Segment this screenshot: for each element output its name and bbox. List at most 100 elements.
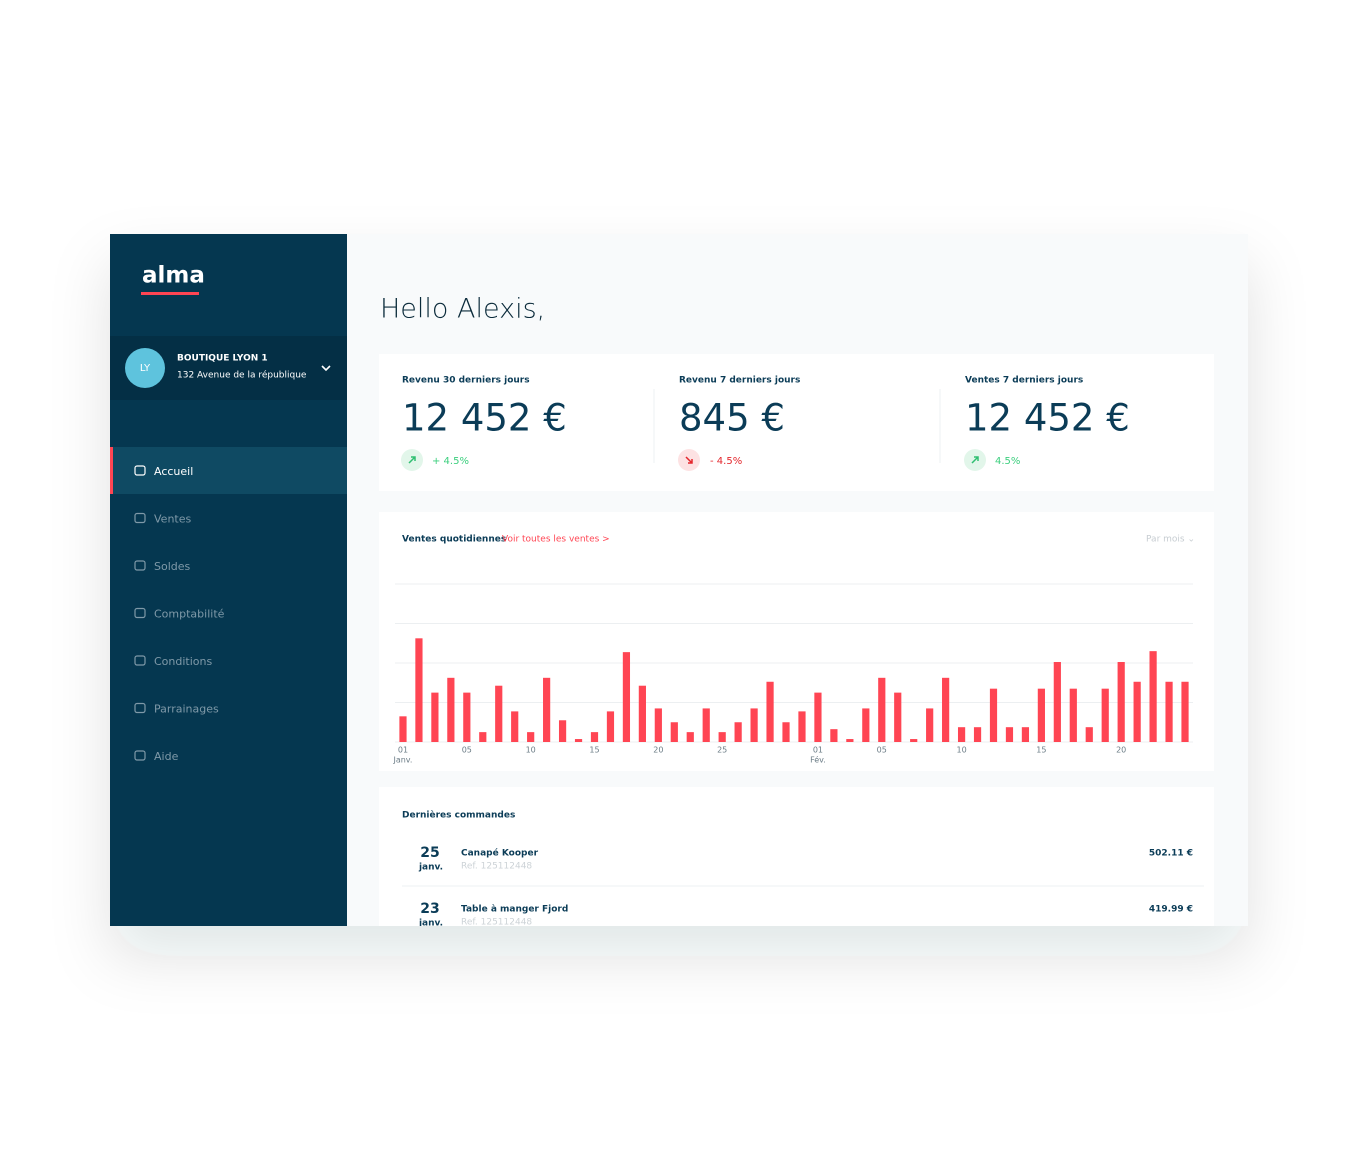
- bar: [1005, 727, 1014, 742]
- avatar: [125, 348, 165, 388]
- nav-icon: [134, 607, 146, 619]
- order-ref: Ref. 125112448: [461, 862, 532, 872]
- bar: [878, 677, 886, 742]
- stat-label: Revenu 7 derniers jours: [679, 376, 800, 386]
- order-amount: 502.11 €: [1149, 849, 1193, 859]
- bar: [543, 677, 551, 742]
- trend-arrow: [408, 456, 416, 464]
- order-amount: 419.99 €: [1149, 905, 1193, 915]
- bar: [798, 711, 806, 742]
- bar: [750, 708, 758, 742]
- bar: [622, 652, 631, 742]
- nav-item[interactable]: Accueil: [154, 465, 193, 478]
- bar: [1181, 681, 1189, 742]
- trend-value: + 4.5%: [432, 456, 469, 467]
- bar: [1037, 688, 1045, 742]
- x-tick-label: 05: [877, 746, 887, 755]
- bar: [814, 692, 822, 742]
- bar: [1101, 688, 1109, 742]
- x-tick-label: 01: [813, 746, 823, 755]
- bar: [1165, 681, 1173, 742]
- bar: [734, 722, 742, 742]
- nav-active-bg: [110, 447, 347, 494]
- trend-value: - 4.5%: [710, 456, 742, 467]
- nav-item[interactable]: Conditions: [154, 655, 212, 668]
- bar: [702, 708, 710, 742]
- bar: [989, 688, 998, 742]
- bar: [574, 739, 583, 742]
- trend-arrow: [685, 456, 693, 464]
- bar: [558, 720, 567, 742]
- x-tick-label: 15: [1036, 746, 1046, 755]
- x-month-label: Janv.: [392, 756, 412, 765]
- bar: [527, 732, 535, 742]
- bar: [1069, 688, 1077, 742]
- orders-title: Dernières commandes: [402, 810, 515, 821]
- nav-icon: [134, 702, 146, 714]
- logo: alma: [142, 263, 205, 289]
- order-ref: Ref. 125112448: [461, 918, 532, 928]
- nav-item[interactable]: Comptabilité: [154, 608, 225, 621]
- order-month: janv.: [418, 919, 443, 929]
- bar: [957, 727, 966, 742]
- x-tick-label: 10: [526, 746, 536, 755]
- x-tick-label: 15: [589, 746, 599, 755]
- store-name: BOUTIQUE LYON 1: [177, 354, 268, 364]
- order-product[interactable]: Canapé Kooper: [461, 848, 539, 859]
- nav-icon: [134, 512, 146, 524]
- bar: [1133, 681, 1141, 742]
- bar: [670, 722, 678, 742]
- x-tick-label: 05: [462, 746, 472, 755]
- nav-item[interactable]: Ventes: [154, 513, 191, 526]
- stats-card: [379, 354, 1214, 491]
- stat-label: Ventes 7 derniers jours: [965, 376, 1083, 386]
- bar: [686, 732, 694, 742]
- bar: [782, 722, 790, 742]
- nav-item[interactable]: Parrainages: [154, 703, 219, 716]
- bar: [766, 681, 774, 742]
- x-tick-label: 20: [653, 746, 663, 755]
- bar: [1021, 727, 1030, 742]
- bar: [1053, 662, 1061, 742]
- x-tick-label: 25: [717, 746, 727, 755]
- logo-underline: [141, 292, 199, 295]
- bar: [495, 685, 503, 742]
- x-tick-label: 01: [398, 746, 408, 755]
- avatar-initials: LY: [140, 363, 151, 374]
- bar: [399, 716, 407, 742]
- bar: [942, 677, 950, 742]
- store-address: 132 Avenue de la république: [177, 370, 307, 381]
- chevron[interactable]: [321, 365, 331, 372]
- chart-link[interactable]: Voir toutes les ventes >: [502, 535, 610, 545]
- period-select[interactable]: Par mois ⌄: [1146, 535, 1195, 545]
- trend-arrow: [971, 456, 979, 464]
- bar: [1117, 662, 1125, 742]
- nav-icon: [134, 560, 146, 571]
- order-day: 23: [420, 901, 439, 917]
- x-month-label: Fév.: [810, 755, 826, 765]
- bar: [479, 732, 487, 742]
- bar: [431, 692, 439, 742]
- order-month: janv.: [418, 863, 443, 873]
- bar: [447, 677, 455, 742]
- bar: [415, 638, 423, 742]
- bar: [894, 692, 902, 742]
- trend-value: 4.5%: [995, 456, 1020, 467]
- nav-active-bar: [110, 447, 113, 494]
- nav-item[interactable]: Aide: [154, 750, 179, 763]
- order-product[interactable]: Table à manger Fjord: [461, 905, 568, 915]
- bar: [1149, 651, 1157, 742]
- bar: [973, 727, 982, 742]
- bar: [862, 708, 870, 742]
- bar: [590, 732, 599, 742]
- bar: [654, 708, 662, 742]
- nav-icon: [134, 750, 146, 761]
- x-tick-label: 10: [956, 746, 966, 755]
- greeting: Hello Alexis,: [380, 294, 545, 325]
- nav-item[interactable]: Soldes: [154, 560, 191, 573]
- bar: [606, 711, 615, 742]
- stat-label: Revenu 30 derniers jours: [402, 376, 530, 386]
- bar: [846, 739, 854, 742]
- x-tick-label: 20: [1116, 746, 1126, 755]
